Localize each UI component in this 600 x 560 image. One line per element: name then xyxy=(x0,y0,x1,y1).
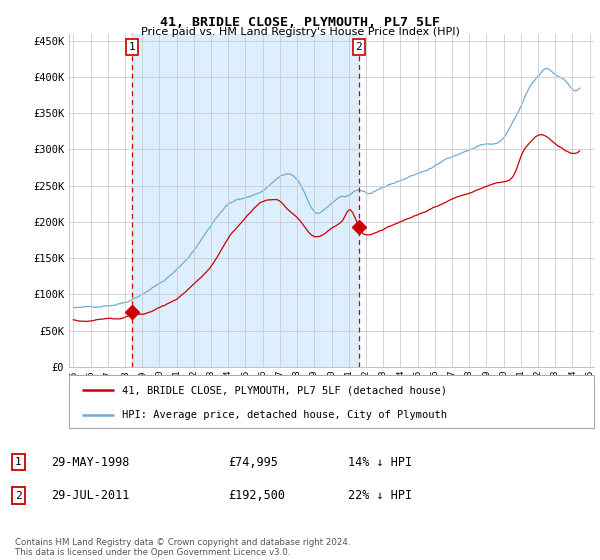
Text: 1: 1 xyxy=(128,42,136,52)
Text: 29-JUL-2011: 29-JUL-2011 xyxy=(51,489,130,502)
Text: 29-MAY-1998: 29-MAY-1998 xyxy=(51,455,130,469)
Text: Price paid vs. HM Land Registry's House Price Index (HPI): Price paid vs. HM Land Registry's House … xyxy=(140,27,460,37)
Bar xyxy=(132,34,359,367)
Text: 2: 2 xyxy=(15,491,22,501)
Text: 2: 2 xyxy=(355,42,362,52)
Text: 1: 1 xyxy=(15,457,22,467)
Text: 41, BRIDLE CLOSE, PLYMOUTH, PL7 5LF (detached house): 41, BRIDLE CLOSE, PLYMOUTH, PL7 5LF (det… xyxy=(121,385,446,395)
Text: £74,995: £74,995 xyxy=(228,455,278,469)
Text: Contains HM Land Registry data © Crown copyright and database right 2024.
This d: Contains HM Land Registry data © Crown c… xyxy=(15,538,350,557)
Text: 22% ↓ HPI: 22% ↓ HPI xyxy=(348,489,412,502)
Text: £192,500: £192,500 xyxy=(228,489,285,502)
Text: 41, BRIDLE CLOSE, PLYMOUTH, PL7 5LF: 41, BRIDLE CLOSE, PLYMOUTH, PL7 5LF xyxy=(160,16,440,29)
Text: 14% ↓ HPI: 14% ↓ HPI xyxy=(348,455,412,469)
Text: HPI: Average price, detached house, City of Plymouth: HPI: Average price, detached house, City… xyxy=(121,410,446,420)
